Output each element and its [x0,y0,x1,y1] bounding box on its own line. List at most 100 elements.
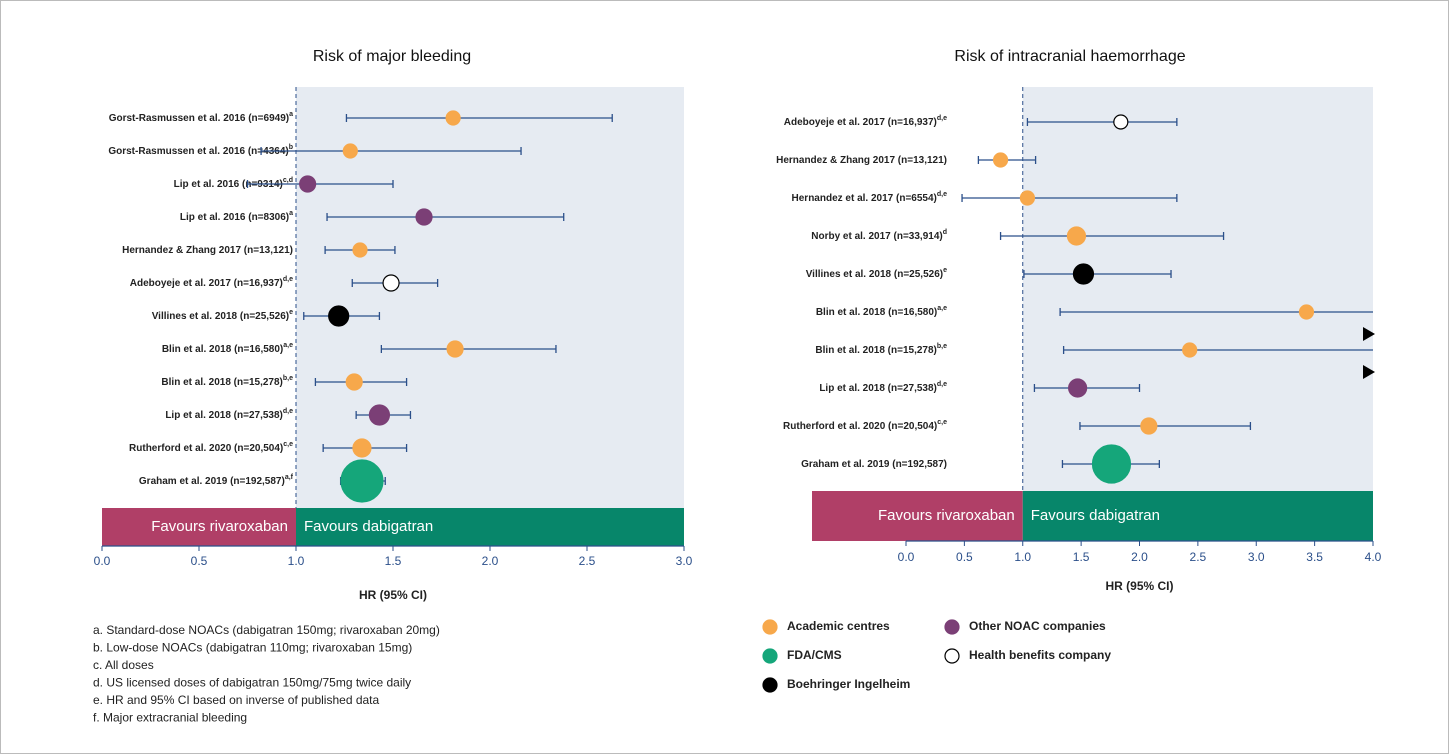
point-estimate [1066,226,1087,246]
study-name: Graham et al. 2019 (n=192,587) [801,459,947,470]
study-label: Blin et al. 2018 (n=15,278)b,e [161,375,293,388]
legend-marker [762,677,778,693]
point-estimate [445,110,461,126]
x-tick-label: 3.5 [1306,550,1323,564]
x-tick-label: 2.5 [579,554,596,568]
x-tick-label: 2.0 [1131,550,1148,564]
study-label: Villines et al. 2018 (n=25,526)e [806,267,947,280]
study-label: Lip et al. 2018 (n=27,538)d,e [819,381,947,394]
legend-label: Boehringer Ingelheim [787,677,910,691]
favours-left-label: Favours rivaroxaban [151,518,288,535]
x-axis-label: HR (95% CI) [359,588,427,602]
legend-marker [944,619,960,635]
x-tick-label: 2.0 [482,554,499,568]
point-estimate [1072,263,1095,285]
study-name: Hernandez et al. 2017 (n=6554) [792,193,937,204]
x-tick-label: 0.0 [94,554,111,568]
x-axis-label: HR (95% CI) [1105,579,1173,593]
study-name: Lip et al. 2018 (n=27,538) [819,383,937,394]
study-label: Norby et al. 2017 (n=33,914)d [811,229,947,242]
study-label: Villines et al. 2018 (n=25,526)e [152,309,293,322]
study-superscript: b,e [937,343,947,350]
point-estimate [1140,417,1158,435]
favours-right-band [1022,491,1373,541]
x-tick-label: 4.0 [1365,550,1382,564]
shaded-region [296,87,684,508]
study-superscript: e [289,309,293,316]
study-superscript: d,e [937,191,947,198]
ci-arrow [1363,327,1375,341]
legend-marker [944,648,960,664]
study-label: Lip et al. 2016 (n=8306)a [180,210,293,223]
study-superscript: a,e [283,342,293,349]
study-label: Graham et al. 2019 (n=192,587) [801,459,947,470]
study-label: Blin et al. 2018 (n=16,580)a,e [162,342,293,355]
study-superscript: a,e [937,305,947,312]
x-tick-label: 0.0 [898,550,915,564]
point-estimate [446,340,464,358]
legend-label: Academic centres [787,619,890,633]
study-name: Norby et al. 2017 (n=33,914) [811,231,942,242]
study-name: Rutherford et al. 2020 (n=20,504) [129,443,283,454]
favours-left-label: Favours rivaroxaban [878,507,1015,524]
legend-marker [762,648,778,664]
study-name: Blin et al. 2018 (n=15,278) [815,345,936,356]
study-name: Lip et al. 2016 (n=9314) [174,179,283,190]
chart-title: Risk of major bleeding [313,48,471,65]
study-label: Blin et al. 2018 (n=15,278)b,e [815,343,947,356]
study-label: Lip et al. 2018 (n=27,538)d,e [165,408,293,421]
point-estimate [382,274,400,292]
point-estimate [1113,114,1129,130]
study-name: Hernandez & Zhang 2017 (n=13,121) [776,155,947,166]
favours-left-band [102,508,296,546]
point-estimate [345,373,363,391]
study-label: Gorst-Rasmussen et al. 2016 (n=4364)b [108,144,293,157]
study-name: Blin et al. 2018 (n=16,580) [162,344,283,355]
footnote: b. Low-dose NOACs (dabigatran 110mg; riv… [93,641,412,655]
study-label: Lip et al. 2016 (n=9314)c,d [174,177,293,190]
point-estimate [1182,342,1198,358]
x-tick-label: 1.5 [1073,550,1090,564]
footnote: e. HR and 95% CI based on inverse of pub… [93,693,380,707]
study-superscript: a [289,210,293,217]
x-tick-label: 0.5 [191,554,208,568]
study-name: Graham et al. 2019 (n=192,587) [139,476,285,487]
study-name: Blin et al. 2018 (n=15,278) [161,377,282,388]
study-label: Gorst-Rasmussen et al. 2016 (n=6949)a [109,111,293,124]
x-tick-label: 2.5 [1190,550,1207,564]
legend-label: FDA/CMS [787,648,842,662]
study-label: Rutherford et al. 2020 (n=20,504)c,e [129,441,293,454]
point-estimate [1019,190,1036,206]
favours-right-label: Favours dabigatran [1031,507,1160,524]
chart-title: Risk of intracranial haemorrhage [954,48,1185,65]
point-estimate [328,305,350,327]
footnote: c. All doses [93,658,154,672]
shaded-region [1022,87,1373,491]
study-name: Villines et al. 2018 (n=25,526) [806,269,943,280]
point-estimate [299,175,317,193]
study-superscript: d [943,229,947,236]
footnote: a. Standard-dose NOACs (dabigatran 150mg… [93,623,440,637]
x-tick-label: 0.5 [956,550,973,564]
point-estimate [352,242,368,258]
point-estimate [368,404,391,426]
study-label: Hernandez et al. 2017 (n=6554)d,e [792,191,948,204]
study-name: Adeboyeje et al. 2017 (n=16,937) [784,117,937,128]
favours-left-band [812,491,1023,541]
study-name: Lip et al. 2016 (n=8306) [180,212,289,223]
x-tick-label: 3.0 [1248,550,1265,564]
study-label: Hernandez & Zhang 2017 (n=13,121) [122,245,293,256]
study-superscript: d,e [937,115,947,122]
study-superscript: d,e [937,381,947,388]
point-estimate [340,459,384,503]
study-superscript: c,e [937,419,947,426]
study-superscript: e [943,267,947,274]
study-superscript: d,e [283,276,293,283]
study-superscript: b,e [283,375,293,382]
study-name: Lip et al. 2018 (n=27,538) [165,410,283,421]
study-name: Gorst-Rasmussen et al. 2016 (n=4364) [108,146,288,157]
study-name: Villines et al. 2018 (n=25,526) [152,311,289,322]
study-superscript: c,d [283,177,293,184]
study-label: Hernandez & Zhang 2017 (n=13,121) [776,155,947,166]
